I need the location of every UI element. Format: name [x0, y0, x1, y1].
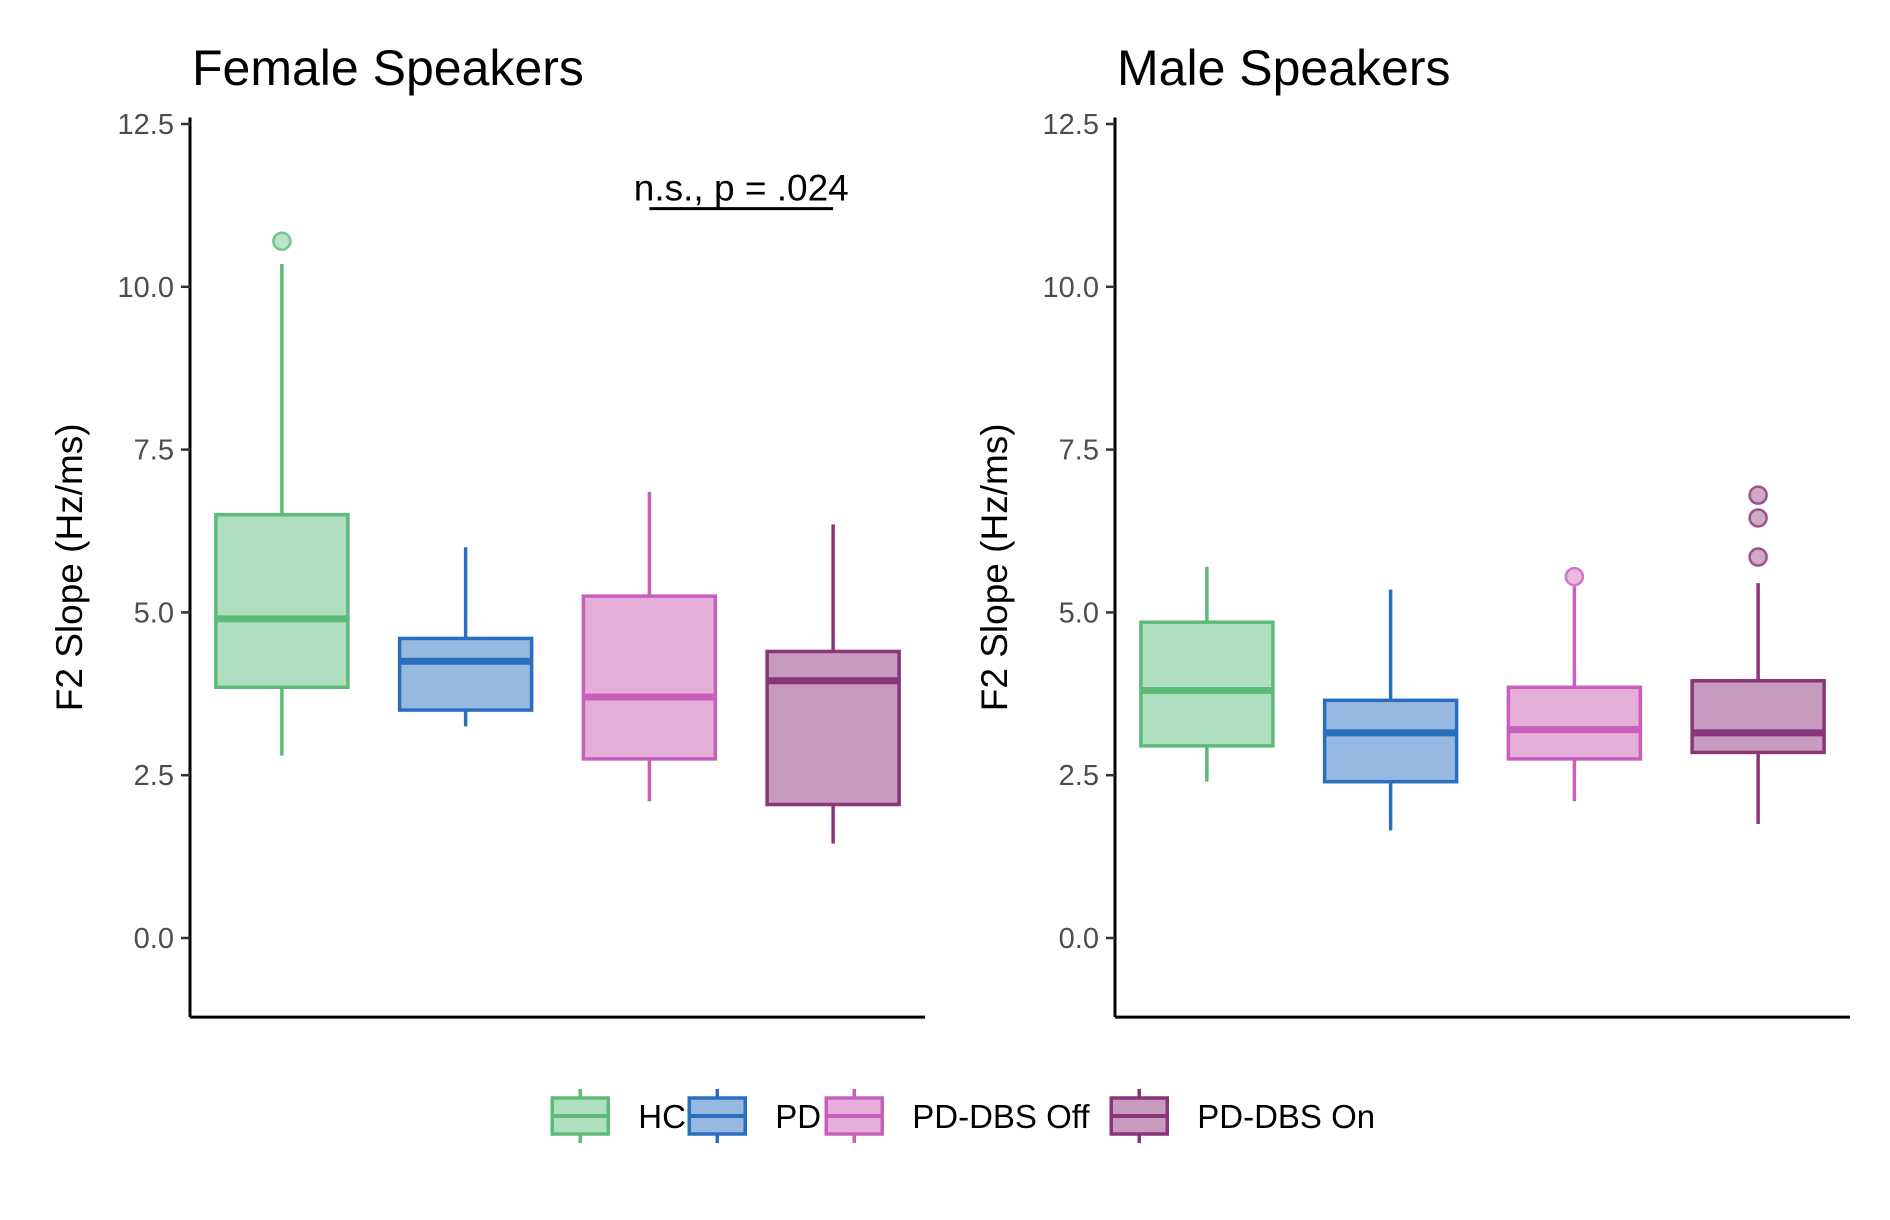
- outlier-point: [1564, 566, 1585, 587]
- box-hc: [1139, 566, 1275, 782]
- box-pd: [1322, 589, 1459, 831]
- legend-item-pd-dbs-off: PD-DBS Off: [824, 1089, 1090, 1143]
- legend-item-pd-dbs-on: PD-DBS On: [1109, 1089, 1375, 1143]
- box-iqr: [1506, 685, 1643, 761]
- box-iqr: [765, 649, 901, 807]
- y-tick-label: 5.0: [1059, 597, 1099, 629]
- y-tick-label: 7.5: [1059, 435, 1099, 467]
- legend-item-hc: HC: [550, 1089, 686, 1143]
- outlier-point: [272, 231, 292, 251]
- y-tick-label: 2.5: [1059, 760, 1099, 792]
- legend: HC PD PD-DBS Off PD-DBS On: [550, 1089, 1375, 1143]
- box-iqr: [1322, 698, 1459, 784]
- legend-label: PD-DBS On: [1197, 1098, 1375, 1135]
- outlier-point: [1748, 508, 1768, 528]
- y-tick-label: 5.0: [134, 597, 174, 629]
- box-iqr: [397, 636, 534, 712]
- box-pd-dbs-off: [581, 491, 718, 802]
- y-tick-label: 12.5: [1043, 109, 1099, 141]
- box-pd-dbs-on: [1690, 485, 1826, 825]
- box-iqr: [581, 594, 718, 761]
- box-iqr: [1139, 620, 1275, 748]
- y-tick-label: 10.0: [118, 272, 174, 304]
- y-tick-label: 0.0: [134, 923, 174, 955]
- box-pd-dbs-on: [765, 524, 901, 844]
- panel-title: Female Speakers: [192, 40, 584, 96]
- outlier-point: [1748, 547, 1768, 567]
- legend-item-pd: PD: [687, 1089, 821, 1143]
- box-hc: [214, 231, 350, 756]
- box-iqr: [214, 512, 350, 690]
- y-axis-title: F2 Slope (Hz/ms): [49, 423, 90, 711]
- box-pd-dbs-off: [1506, 566, 1643, 802]
- legend-label: PD-DBS Off: [912, 1098, 1090, 1135]
- legend-label: HC: [638, 1098, 686, 1135]
- y-tick-label: 7.5: [134, 435, 174, 467]
- y-tick-label: 2.5: [134, 760, 174, 792]
- panel-title: Male Speakers: [1117, 40, 1451, 96]
- male-speakers-panel: Male Speakers 0.0 2.5 5.0 7.5 10.0 12.5 F2 Slop…: [974, 40, 1850, 1019]
- y-tick-label: 0.0: [1059, 923, 1099, 955]
- outlier-point: [1748, 485, 1768, 505]
- y-tick-label: 10.0: [1043, 272, 1099, 304]
- box-iqr: [1690, 679, 1826, 755]
- female-speakers-panel: Female Speakers 0.0 2.5 5.0 7.5 10.0 12.5 F2 Sl…: [49, 40, 925, 1019]
- y-axis-title: F2 Slope (Hz/ms): [974, 423, 1015, 711]
- legend-label: PD: [775, 1098, 821, 1135]
- significance-label: n.s., p = .024: [634, 168, 849, 209]
- y-tick-label: 12.5: [118, 109, 174, 141]
- box-pd: [397, 547, 534, 727]
